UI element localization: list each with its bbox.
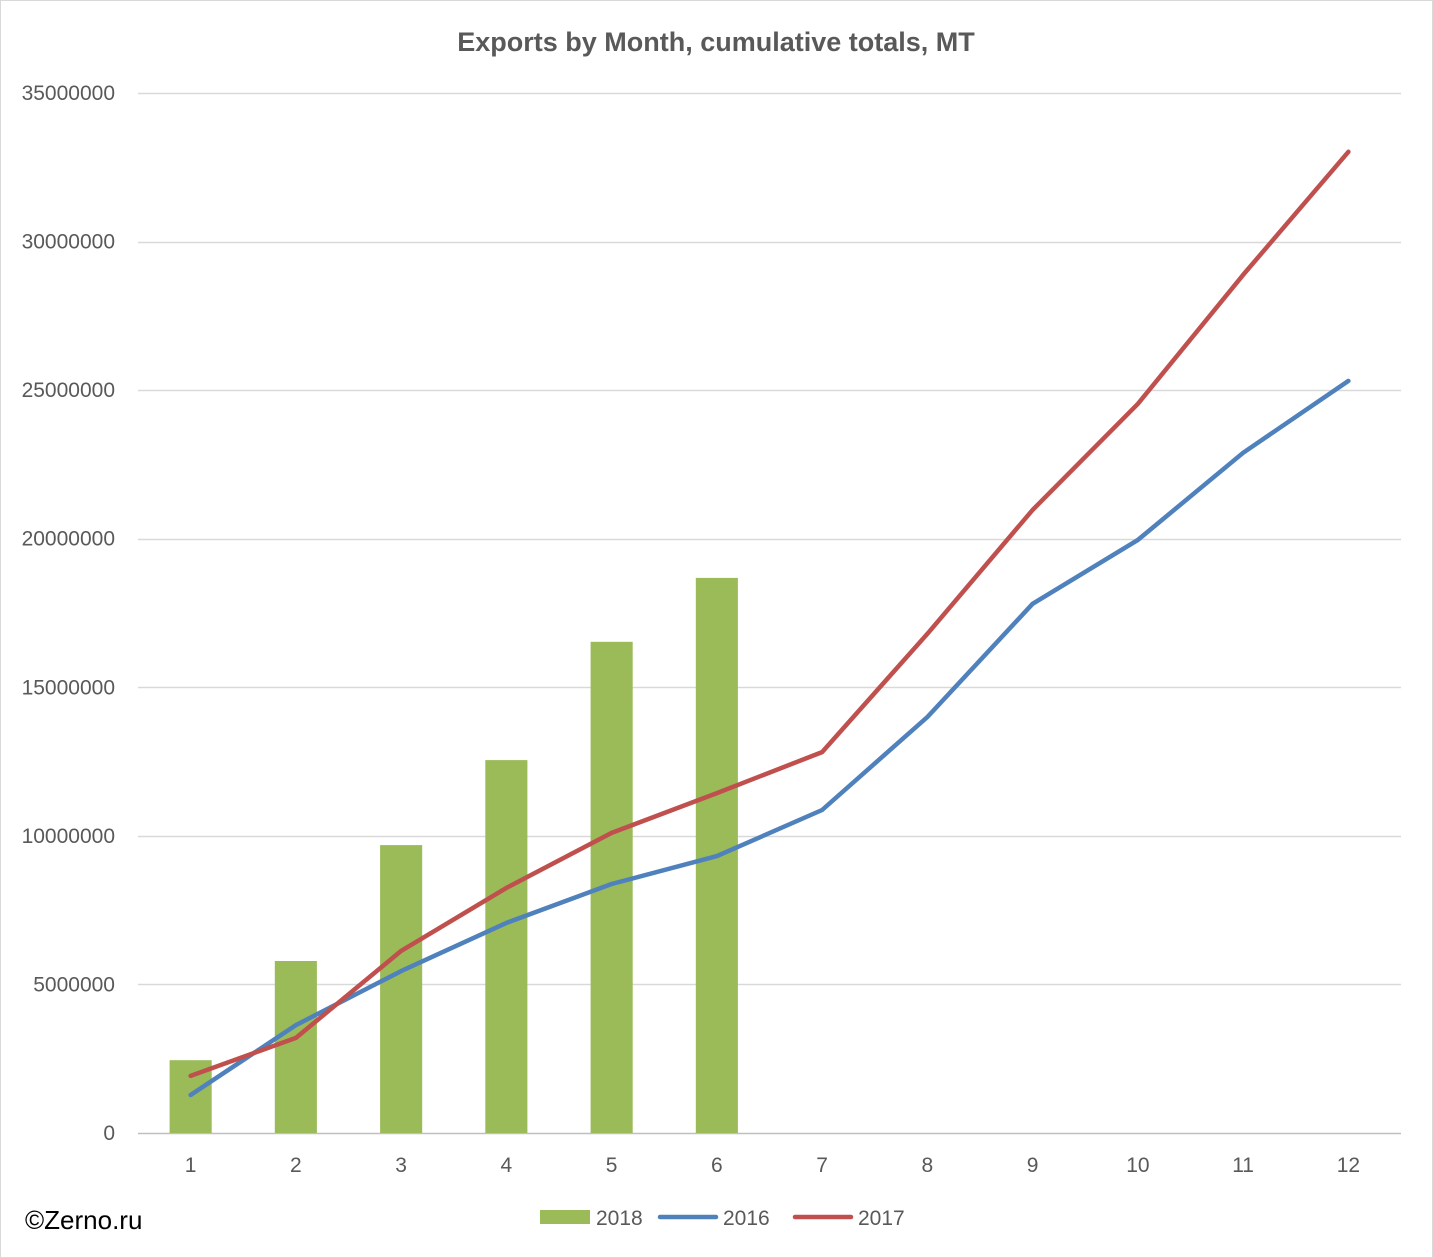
series-line-2016: [188, 378, 1351, 1098]
legend: 2018 2016 2017: [540, 1207, 905, 1230]
y-tick-label: 35000000: [22, 82, 115, 105]
legend-label: 2016: [723, 1207, 770, 1230]
y-axis-labels: 0 5000000 10000000 15000000 20000000 25000000…: [22, 82, 115, 1145]
x-tick-label: 1: [185, 1154, 197, 1177]
x-tick-label: 2: [290, 1154, 302, 1177]
legend-item-2016: 2016: [657, 1207, 770, 1230]
x-tick-label: 7: [816, 1154, 828, 1177]
credit-text: ©Zerno.ru: [25, 1205, 142, 1235]
series-line-2017: [188, 149, 1351, 1079]
gridlines: [138, 92, 1401, 1135]
y-tick-label: 15000000: [22, 676, 115, 699]
bar-2018-3: [380, 845, 423, 1133]
y-tick-label: 0: [103, 1122, 115, 1145]
line-series: [188, 149, 1351, 1098]
x-tick-label: 10: [1126, 1154, 1149, 1177]
chart-title: Exports by Month, cumulative totals, MT: [457, 27, 975, 57]
x-tick-label: 11: [1232, 1154, 1254, 1177]
legend-label: 2018: [596, 1207, 643, 1230]
bar-2018-4: [485, 760, 528, 1133]
x-tick-label: 4: [501, 1154, 513, 1177]
bar-2018-2: [274, 961, 317, 1133]
y-tick-label: 10000000: [22, 825, 115, 848]
y-tick-label: 5000000: [33, 973, 115, 996]
y-tick-label: 20000000: [22, 528, 115, 551]
legend-item-2017: 2017: [792, 1207, 905, 1230]
x-tick-label: 5: [606, 1154, 618, 1177]
legend-swatch: [540, 1210, 590, 1224]
x-tick-label: 9: [1027, 1154, 1039, 1177]
x-tick-label: 12: [1337, 1154, 1360, 1177]
legend-label: 2017: [858, 1207, 905, 1230]
y-tick-label: 30000000: [22, 231, 115, 254]
x-tick-label: 6: [711, 1154, 723, 1177]
x-axis-labels: 1 2 3 4 5 6 7 8 9 10 11 12: [185, 1154, 1360, 1177]
x-tick-label: 8: [922, 1154, 934, 1177]
y-tick-label: 25000000: [22, 379, 115, 402]
x-tick-label: 3: [395, 1154, 407, 1177]
legend-item-2018: 2018: [540, 1207, 643, 1230]
